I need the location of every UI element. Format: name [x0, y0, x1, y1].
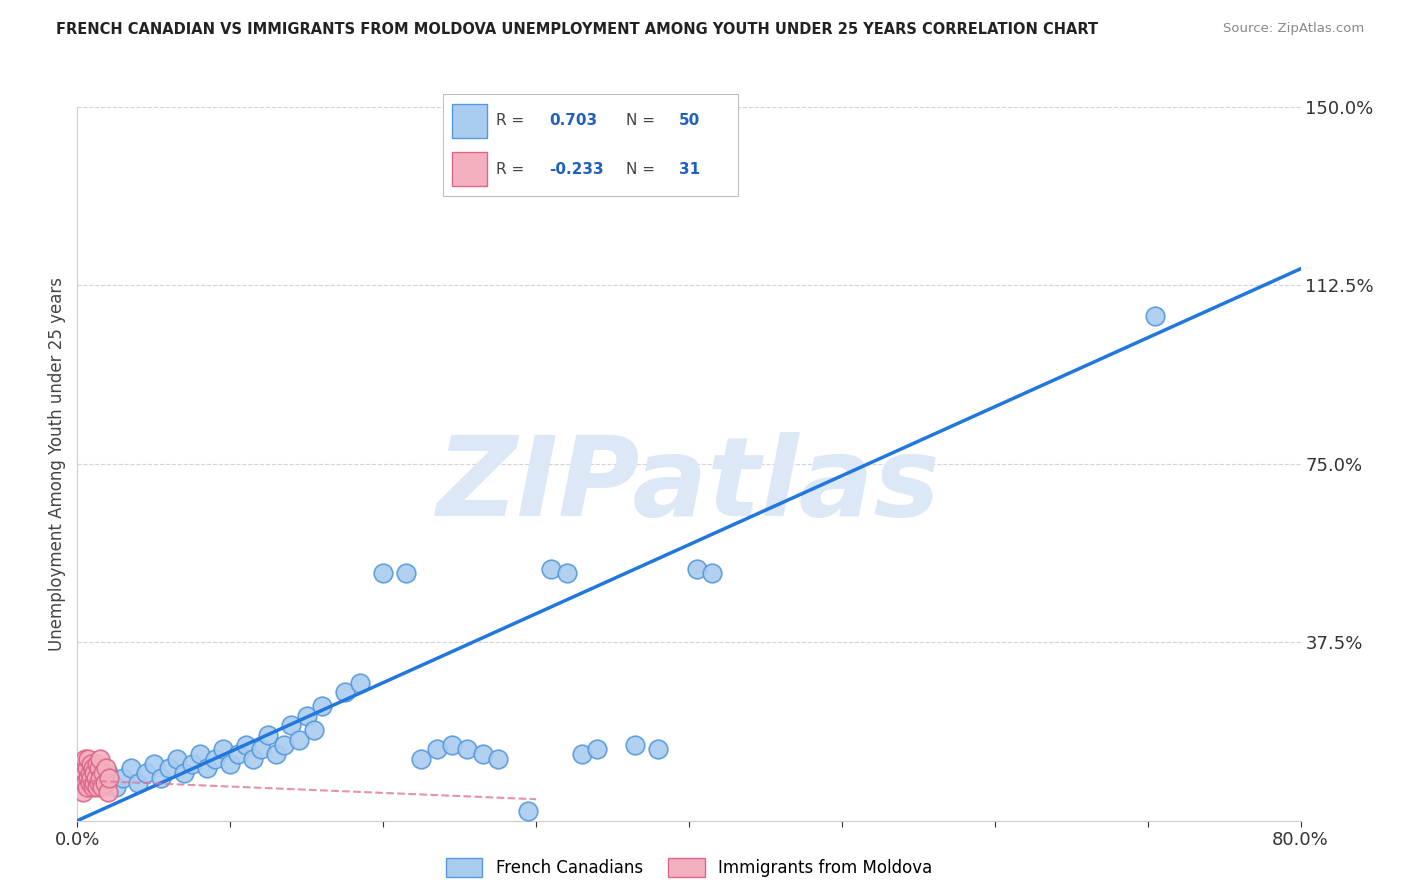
- Text: 50: 50: [679, 113, 700, 128]
- Point: [73, 752, 96, 766]
- Point: [97, 785, 120, 799]
- Point: [219, 756, 242, 771]
- Point: [333, 685, 356, 699]
- Point: [211, 742, 233, 756]
- Point: [120, 761, 142, 775]
- Text: Source: ZipAtlas.com: Source: ZipAtlas.com: [1223, 22, 1364, 36]
- Point: [157, 761, 180, 775]
- Point: [586, 742, 609, 756]
- Point: [204, 752, 226, 766]
- Point: [304, 723, 326, 738]
- Point: [456, 742, 478, 756]
- Point: [426, 742, 449, 756]
- Point: [440, 738, 463, 752]
- Legend: French Canadians, Immigrants from Moldova: French Canadians, Immigrants from Moldov…: [439, 851, 939, 884]
- Point: [73, 775, 96, 789]
- Point: [77, 752, 100, 766]
- Point: [83, 775, 105, 789]
- Point: [166, 752, 188, 766]
- Point: [235, 738, 257, 752]
- Point: [89, 771, 111, 785]
- Text: -0.233: -0.233: [550, 161, 603, 177]
- Point: [700, 566, 723, 581]
- Point: [87, 761, 110, 775]
- Point: [89, 752, 111, 766]
- Point: [76, 780, 98, 795]
- Text: ZIPatlas: ZIPatlas: [437, 432, 941, 539]
- Point: [555, 566, 578, 581]
- Point: [264, 747, 287, 761]
- Point: [84, 771, 107, 785]
- Point: [226, 747, 249, 761]
- Text: N =: N =: [626, 161, 655, 177]
- Y-axis label: Unemployment Among Youth under 25 years: Unemployment Among Youth under 25 years: [48, 277, 66, 651]
- Point: [188, 747, 211, 761]
- Point: [127, 775, 149, 789]
- Point: [195, 761, 218, 775]
- Point: [411, 752, 433, 766]
- Point: [97, 766, 120, 780]
- Point: [173, 766, 195, 780]
- Text: N =: N =: [626, 113, 655, 128]
- Point: [104, 780, 127, 795]
- Point: [311, 699, 333, 714]
- Point: [181, 756, 204, 771]
- Point: [288, 732, 311, 747]
- Text: 31: 31: [679, 161, 700, 177]
- Point: [82, 761, 104, 775]
- Point: [94, 775, 117, 789]
- Point: [112, 771, 135, 785]
- Point: [257, 728, 280, 742]
- Point: [142, 756, 165, 771]
- Point: [150, 771, 173, 785]
- Point: [349, 675, 371, 690]
- Point: [79, 775, 101, 789]
- Point: [273, 738, 295, 752]
- Point: [1144, 310, 1167, 324]
- Point: [76, 761, 98, 775]
- Point: [540, 561, 562, 575]
- Point: [395, 566, 418, 581]
- Bar: [451, 104, 486, 137]
- Point: [280, 718, 302, 732]
- Text: 0.703: 0.703: [550, 113, 598, 128]
- Point: [624, 738, 647, 752]
- Point: [647, 742, 669, 756]
- Point: [86, 756, 108, 771]
- Point: [242, 752, 264, 766]
- Bar: [451, 153, 486, 186]
- Point: [90, 780, 112, 795]
- Point: [135, 766, 157, 780]
- Point: [98, 771, 121, 785]
- Point: [72, 756, 94, 771]
- Point: [571, 747, 593, 761]
- Point: [685, 561, 707, 575]
- Point: [295, 709, 318, 723]
- Point: [80, 771, 103, 785]
- Point: [77, 771, 100, 785]
- Point: [250, 742, 273, 756]
- Point: [82, 780, 104, 795]
- Point: [73, 766, 96, 780]
- Point: [517, 804, 540, 818]
- Point: [471, 747, 494, 761]
- Point: [86, 780, 108, 795]
- Point: [72, 785, 94, 799]
- Text: R =: R =: [496, 113, 524, 128]
- Point: [70, 771, 93, 785]
- Point: [87, 775, 110, 789]
- Text: FRENCH CANADIAN VS IMMIGRANTS FROM MOLDOVA UNEMPLOYMENT AMONG YOUTH UNDER 25 YEA: FRENCH CANADIAN VS IMMIGRANTS FROM MOLDO…: [56, 22, 1098, 37]
- Point: [486, 752, 509, 766]
- Point: [371, 566, 394, 581]
- Point: [83, 766, 105, 780]
- Point: [91, 766, 114, 780]
- Point: [79, 766, 101, 780]
- Text: R =: R =: [496, 161, 524, 177]
- Point: [96, 761, 118, 775]
- Point: [80, 756, 103, 771]
- Point: [89, 775, 111, 789]
